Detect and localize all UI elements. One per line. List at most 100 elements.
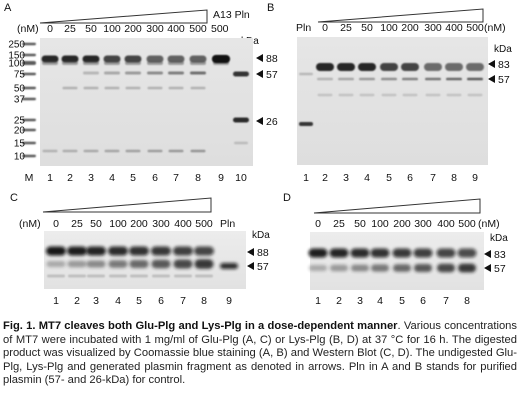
- gel-band: [168, 71, 184, 75]
- lane-number: 6: [407, 172, 413, 184]
- marker-label: 100: [8, 59, 25, 70]
- gel-band: [446, 93, 462, 97]
- concentration-labels: 0 25 50 100 200 300 400 500: [47, 23, 207, 35]
- band-size-label: 57: [498, 74, 510, 86]
- unit-label: (nM): [478, 218, 500, 230]
- gel-band: [189, 55, 207, 63]
- gel-band: [47, 274, 65, 278]
- lane-number: 8: [195, 172, 201, 184]
- concentration-label: 50: [85, 23, 97, 35]
- gel-band: [233, 71, 249, 77]
- gel-band: [62, 61, 78, 65]
- concentration-label: 500: [466, 22, 484, 34]
- gel-band: [380, 63, 398, 71]
- band-size-label: 57: [257, 261, 269, 273]
- gradient-wedge: [317, 8, 484, 23]
- gel-band: [83, 61, 99, 65]
- band-size-label: 88: [257, 247, 269, 259]
- gel-band: [457, 248, 477, 258]
- gel-band: [316, 63, 334, 71]
- blot-image: [310, 232, 484, 290]
- gel-band: [22, 128, 36, 132]
- marker-label: 75: [14, 70, 26, 81]
- gel-band: [413, 248, 433, 258]
- gel-band: [87, 274, 105, 278]
- gel-band: [190, 86, 206, 90]
- band-arrow-icon: [247, 248, 254, 256]
- band-arrow-icon: [247, 262, 254, 270]
- concentration-label: 300: [424, 22, 442, 34]
- concentration-label: 25: [333, 218, 345, 230]
- gel-band: [83, 149, 99, 153]
- lane-number: 7: [443, 295, 449, 307]
- gel-band: [103, 55, 121, 63]
- lane-number: 5: [399, 295, 405, 307]
- marker-label: 15: [14, 139, 26, 150]
- gel-band: [190, 149, 206, 153]
- gel-band: [22, 118, 36, 122]
- first-label: Pln: [296, 22, 311, 34]
- lane-number: 9: [226, 295, 232, 307]
- marker-label: 250: [8, 40, 25, 51]
- gel-band: [83, 71, 99, 75]
- gel-band: [173, 259, 193, 269]
- gel-band: [83, 86, 99, 90]
- figure-caption: Fig. 1. MT7 cleaves both Glu-Plg and Lys…: [3, 320, 517, 388]
- gel-band: [392, 248, 412, 258]
- gradient-wedge: [39, 9, 208, 24]
- gel-band: [467, 93, 483, 97]
- lane-number: 7: [430, 172, 436, 184]
- gel-band: [350, 248, 370, 258]
- lane-number: 8: [451, 172, 457, 184]
- gel-band: [402, 93, 418, 97]
- concentration-label: 100: [380, 22, 398, 34]
- lane-number: 3: [88, 172, 94, 184]
- gel-band: [104, 71, 120, 75]
- lane-number: 7: [173, 172, 179, 184]
- concentration-label: 400: [445, 22, 463, 34]
- gel-band: [151, 259, 171, 269]
- gel-band: [147, 149, 163, 153]
- gel-band: [393, 264, 411, 272]
- blot-bands: [46, 246, 238, 278]
- lane-number: 4: [109, 172, 115, 184]
- band-size-label: 83: [494, 249, 506, 261]
- gel-band: [22, 141, 36, 145]
- gel-band: [22, 53, 36, 57]
- lane-number: 6: [158, 295, 164, 307]
- gel-band: [68, 274, 86, 278]
- gradient-wedge: [313, 198, 481, 214]
- gel-band: [22, 154, 36, 158]
- band-size-label: 57: [494, 263, 506, 275]
- lane-number: 6: [152, 172, 158, 184]
- panel-b: B Pln 0 25 50 100 200 300 400 500 (nM) kDa 8357…: [267, 2, 512, 184]
- concentration-label: 300: [146, 23, 164, 35]
- gel-band: [234, 141, 248, 145]
- gel-band: [125, 86, 141, 90]
- panel-letter: C: [10, 192, 18, 204]
- gel-band: [425, 93, 441, 97]
- gel-band: [381, 93, 397, 97]
- lane-number: 1: [53, 295, 59, 307]
- panel-c: C (nM) 0 25 50 100 200 300 400 500 Pln kDa 8857…: [10, 192, 270, 307]
- gel-band: [109, 274, 127, 278]
- gel-band: [124, 55, 142, 63]
- lane-number: 5: [136, 295, 142, 307]
- band-arrow-icon: [256, 117, 263, 125]
- lane-number: 4: [115, 295, 121, 307]
- concentration-label: 400: [167, 23, 185, 35]
- lane-number: 6: [420, 295, 426, 307]
- gel-band: [458, 263, 476, 273]
- concentration-label: 0: [53, 218, 59, 230]
- gel-band: [152, 274, 170, 278]
- band-arrow-icon: [256, 54, 263, 62]
- concentration-label: 50: [361, 22, 373, 34]
- gel-band: [381, 77, 397, 81]
- band-arrow-icon: [484, 264, 491, 272]
- unit-label: (nM): [484, 22, 506, 34]
- gel-band: [125, 61, 141, 65]
- concentration-label: 100: [109, 218, 127, 230]
- gel-band: [42, 61, 58, 65]
